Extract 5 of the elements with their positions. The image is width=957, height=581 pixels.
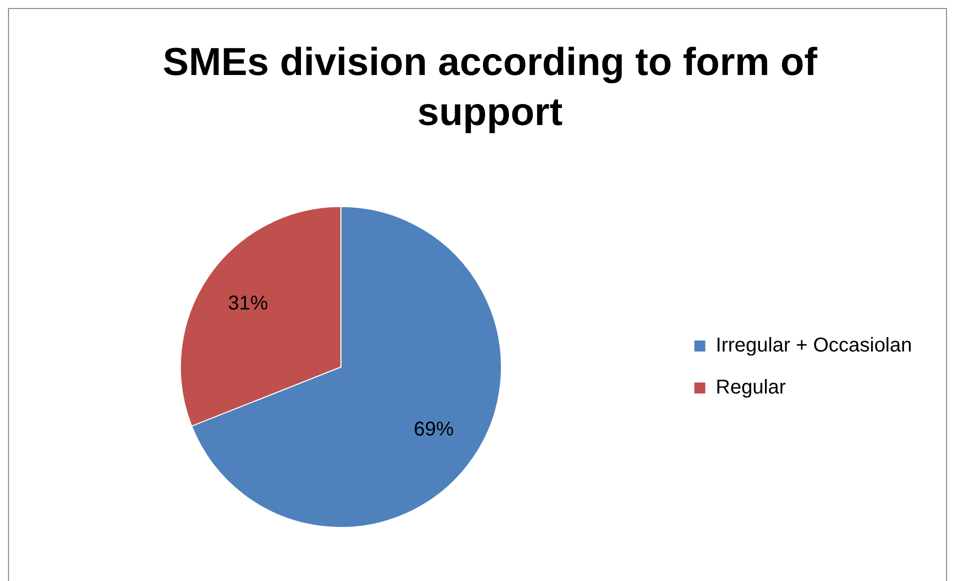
legend-label: Irregular + Occasiolan [716, 334, 912, 357]
data-label: 69% [414, 418, 454, 441]
data-label: 31% [228, 292, 268, 314]
legend-label: Regular [716, 376, 786, 399]
chart-title: SMEs division according to form of support [162, 40, 818, 136]
